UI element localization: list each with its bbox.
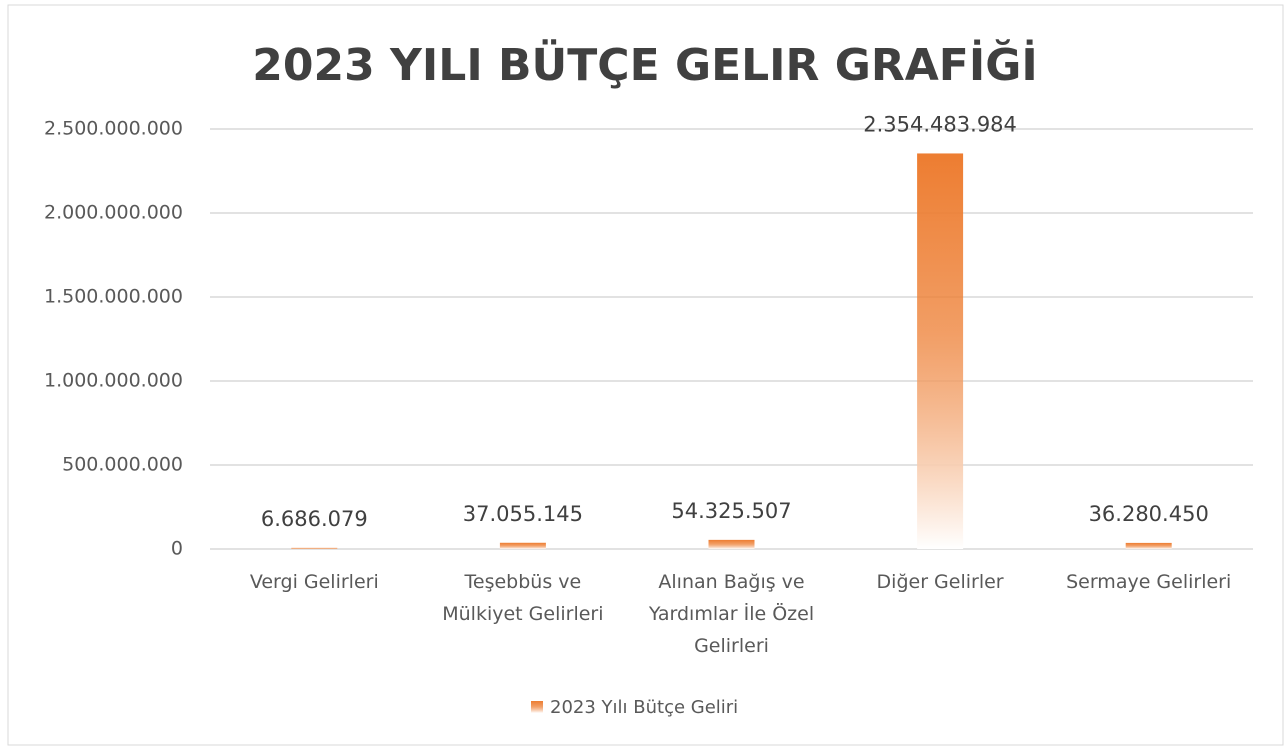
- bar: [708, 539, 755, 549]
- x-tick-label: Alınan Bağış ve Yardımlar İle Özel Gelir…: [648, 571, 815, 657]
- bar: [1125, 542, 1172, 549]
- value-label: 36.280.450: [1089, 502, 1209, 526]
- chart-title: 2023 YILI BÜTÇE GELIR GRAFİĞİ: [252, 38, 1037, 91]
- x-tick-label: Sermaye Gelirleri: [1066, 571, 1232, 593]
- y-tick-label: 2.500.000.000: [44, 118, 183, 140]
- y-tick-label: 1.500.000.000: [44, 286, 183, 308]
- x-tick-label: Teşebbüs ve Mülkiyet Gelirleri: [442, 571, 604, 625]
- value-label: 6.686.079: [261, 507, 368, 531]
- value-label: 37.055.145: [463, 502, 583, 526]
- bar: [499, 542, 546, 549]
- y-tick-label: 1.000.000.000: [44, 370, 183, 392]
- y-tick-label: 500.000.000: [62, 454, 183, 476]
- x-tick-label: Vergi Gelirleri: [249, 571, 379, 593]
- y-tick-label: 2.000.000.000: [44, 202, 183, 224]
- legend-label: 2023 Yılı Bütçe Geliri: [550, 697, 738, 718]
- y-tick-label: 0: [171, 538, 183, 560]
- bar: [917, 153, 964, 549]
- bar: [291, 547, 338, 549]
- legend-swatch: [531, 701, 543, 713]
- value-label: 2.354.483.984: [863, 112, 1017, 136]
- x-tick-label: Diğer Gelirler: [876, 571, 1004, 593]
- value-label: 54.325.507: [671, 499, 791, 523]
